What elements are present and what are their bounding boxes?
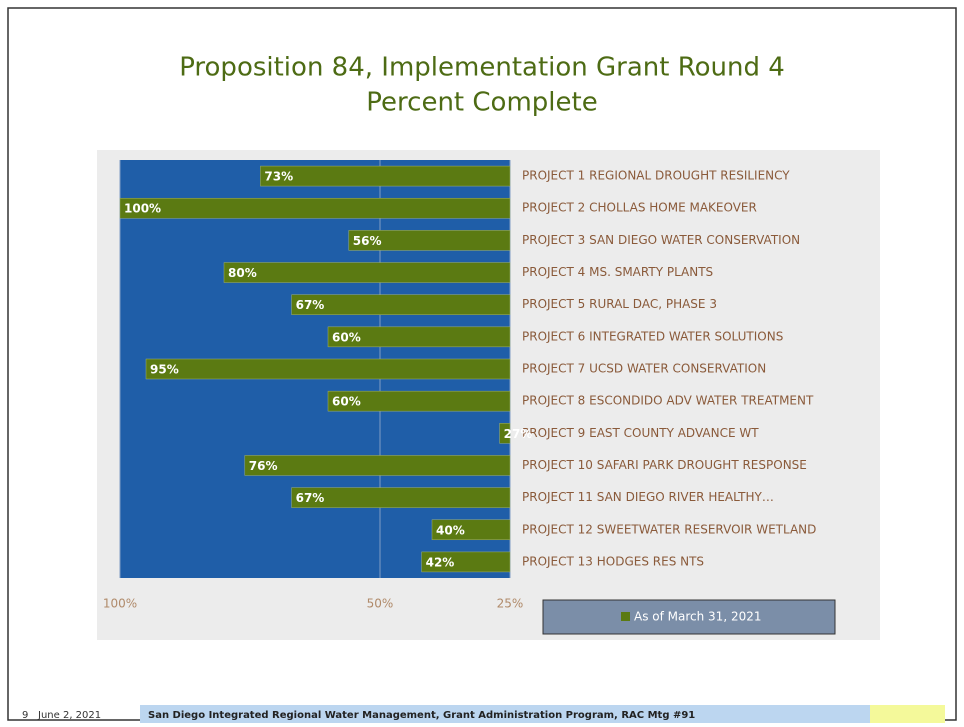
y-tick-label: PROJECT 7 UCSD WATER CONSERVATION — [522, 362, 766, 376]
data-label: 100% — [124, 202, 161, 216]
bar — [145, 358, 511, 380]
y-tick-label: PROJECT 5 RURAL DAC, PHASE 3 — [522, 297, 717, 311]
y-tick-label: PROJECT 13 HODGES RES NTS — [522, 554, 704, 568]
y-tick-label: PROJECT 8 ESCONDIDO ADV WATER TREATMENT — [522, 394, 814, 408]
bar — [223, 262, 511, 283]
y-tick-label: PROJECT 4 MS. SMARTY PLANTS — [522, 265, 713, 279]
legend-label: As of March 31, 2021 — [634, 610, 762, 624]
y-tick-label: PROJECT 1 REGIONAL DROUGHT RESILIENCY — [522, 169, 790, 183]
bar — [244, 455, 511, 476]
y-tick-label: PROJECT 10 SAFARI PARK DROUGHT RESPONSE — [522, 458, 807, 472]
slide-number: 9 — [22, 710, 28, 721]
legend-swatch — [621, 612, 630, 621]
bar — [499, 423, 511, 444]
bar — [291, 294, 511, 315]
footer-date: June 2, 2021 — [37, 710, 101, 721]
data-label: 80% — [228, 266, 257, 280]
data-label: 73% — [264, 170, 293, 184]
data-label: 76% — [249, 459, 278, 473]
legend — [542, 599, 836, 635]
data-label: 67% — [296, 298, 325, 312]
x-tick-label: 50% — [367, 597, 394, 611]
y-tick-label: PROJECT 6 INTEGRATED WATER SOLUTIONS — [522, 329, 783, 343]
data-label: 42% — [426, 555, 455, 569]
data-label: 60% — [332, 330, 361, 344]
y-tick-label: PROJECT 9 EAST COUNTY ADVANCE WT — [522, 426, 759, 440]
x-tick-label: 25% — [497, 597, 524, 611]
data-label: 60% — [332, 395, 361, 409]
data-label: 67% — [296, 491, 325, 505]
data-label: 40% — [436, 523, 465, 537]
data-label: 95% — [150, 363, 179, 377]
bar — [119, 197, 511, 219]
bar — [327, 390, 511, 412]
bar — [421, 551, 511, 573]
footer-bar — [140, 705, 870, 723]
data-label: 56% — [353, 234, 382, 248]
bar — [348, 230, 511, 251]
y-tick-label: PROJECT 2 CHOLLAS HOME MAKEOVER — [522, 201, 757, 215]
bar — [291, 487, 511, 508]
bar — [260, 165, 511, 187]
chart-title: Proposition 84, Implementation Grant Rou… — [179, 53, 785, 83]
x-tick-label: 100% — [103, 597, 137, 611]
bar — [431, 519, 511, 541]
footer-accent — [870, 705, 945, 723]
chart-subtitle: Percent Complete — [366, 88, 597, 118]
y-tick-label: PROJECT 11 SAN DIEGO RIVER HEALTHY… — [522, 490, 774, 504]
footer-text: San Diego Integrated Regional Water Mana… — [148, 710, 695, 721]
y-tick-label: PROJECT 3 SAN DIEGO WATER CONSERVATION — [522, 233, 800, 247]
y-tick-label: PROJECT 12 SWEETWATER RESERVOIR WETLAND — [522, 522, 816, 536]
plot — [119, 160, 511, 578]
data-label: 27% — [504, 427, 533, 441]
bar — [327, 326, 511, 348]
